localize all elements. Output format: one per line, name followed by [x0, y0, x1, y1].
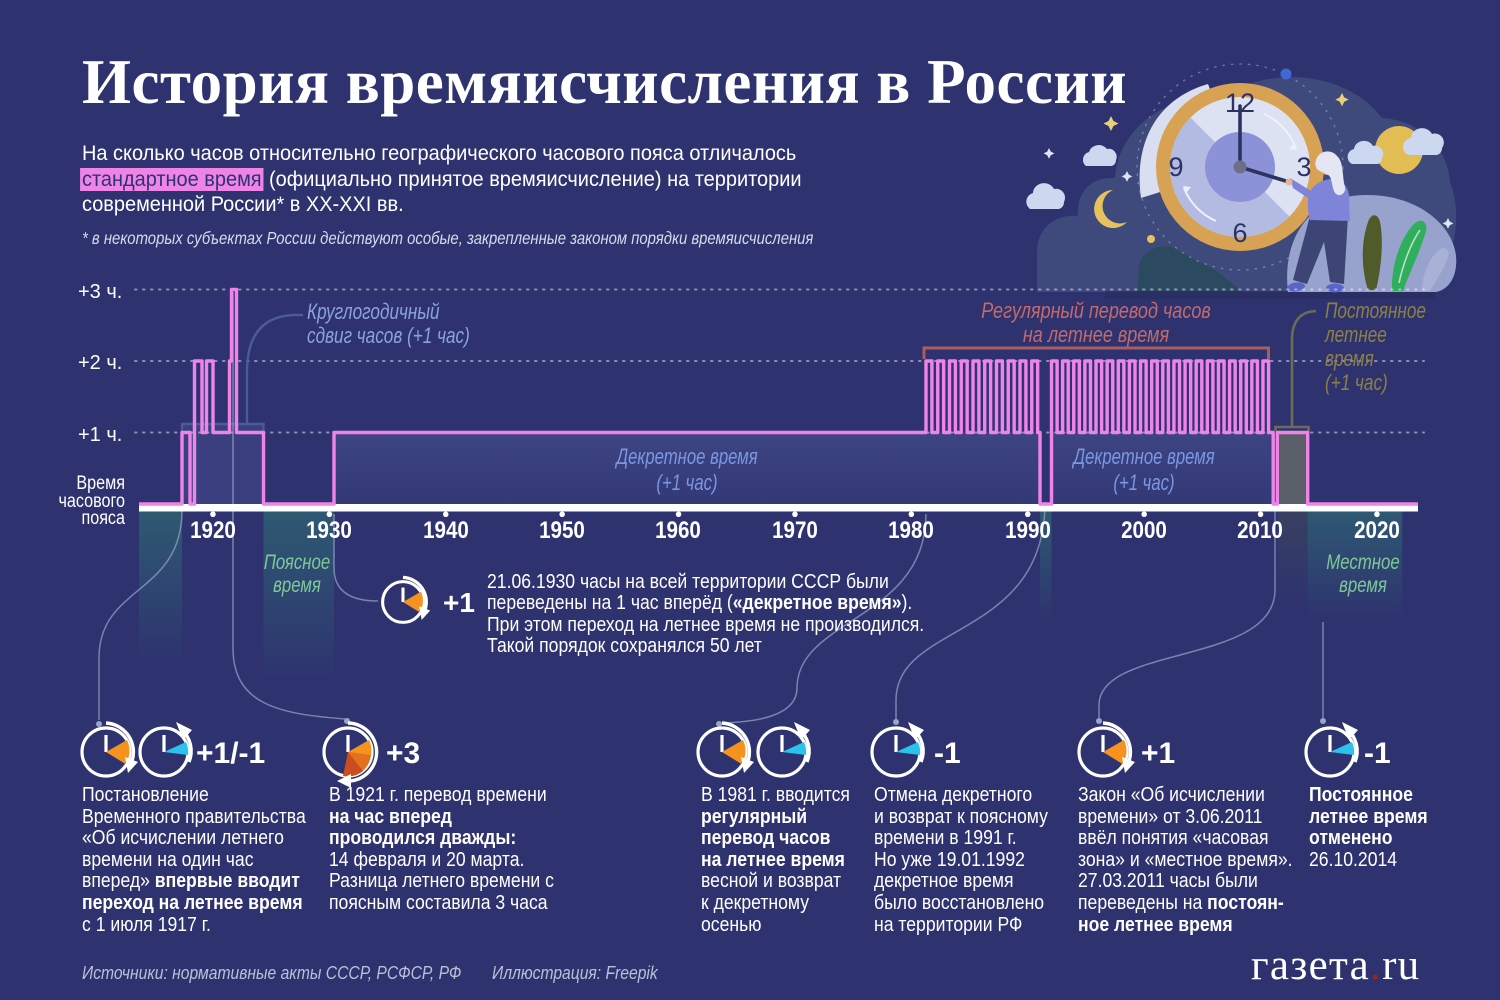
svg-text:3: 3	[1296, 152, 1311, 182]
svg-text:9: 9	[1168, 152, 1183, 182]
svg-text:6: 6	[1232, 218, 1247, 248]
